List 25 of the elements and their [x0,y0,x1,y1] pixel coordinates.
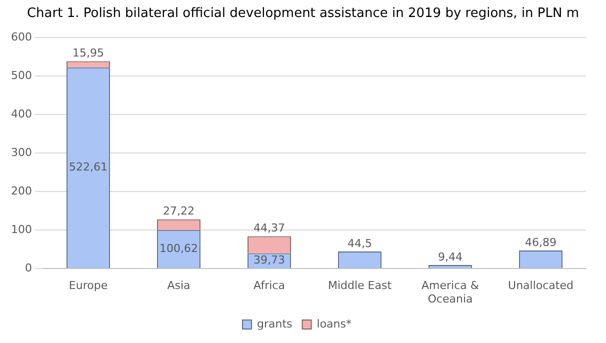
x-tick-label: Africa [254,279,285,292]
legend-label: grants [257,317,293,330]
y-tick-label: 100 [10,222,32,236]
y-tick-label: 0 [24,261,32,274]
data-label: 39,73 [253,254,285,267]
data-label: 100,62 [159,242,198,255]
data-label: 46,89 [525,236,556,249]
data-label: 9,44 [438,250,462,264]
x-tick-label: America & Oceania [422,279,480,306]
data-label: 522,61 [68,160,108,174]
y-tick-label: 200 [10,184,32,198]
data-label: 27,22 [162,204,194,218]
x-tick-label: Middle East [328,279,392,292]
x-tick-label: Europe [68,279,108,292]
y-tick-label: 600 [10,30,32,44]
legend-label: loans* [316,317,352,330]
x-tick-label: Unallocated [508,279,574,292]
y-tick-label: 500 [10,68,32,82]
data-label: 44,5 [348,236,372,250]
data-label: 15,95 [72,46,104,60]
data-label: 44,37 [253,222,285,235]
chart-title: Chart 1. Polish bilateral official development assistance in 2019 by regions, in PLN m [26,6,580,23]
y-tick-label: 300 [10,146,32,159]
x-tick-label: Asia [167,279,190,292]
y-tick-label: 400 [10,107,32,120]
